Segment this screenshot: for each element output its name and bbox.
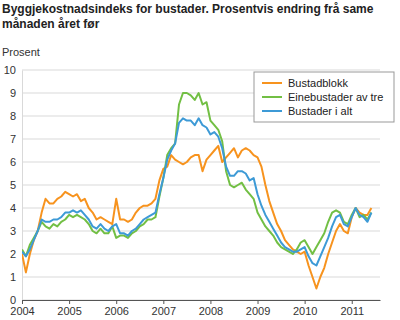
y-tick-label: 6 — [10, 156, 16, 168]
y-tick: 4 — [10, 202, 22, 214]
y-tick-label: 4 — [10, 202, 16, 214]
x-tick: 2005 — [57, 300, 81, 317]
legend-swatch — [262, 96, 282, 98]
y-axis: 012345678910 — [4, 64, 23, 306]
x-tick-label: 2006 — [104, 305, 128, 317]
x-tick: 2009 — [246, 300, 270, 317]
y-tick: 8 — [10, 110, 22, 122]
legend-swatch — [262, 82, 282, 84]
y-tick-label: 9 — [10, 87, 16, 99]
y-tick-label: 5 — [10, 179, 16, 191]
y-axis-title: Prosent — [2, 46, 40, 58]
x-tick-mark — [116, 300, 117, 304]
x-tick-mark — [258, 300, 259, 304]
series-line — [22, 118, 371, 265]
x-tick-mark — [22, 300, 23, 304]
grid-line — [22, 139, 380, 140]
y-tick: 5 — [10, 179, 22, 191]
x-tick-label: 2005 — [57, 305, 81, 317]
x-tick: 2006 — [104, 300, 128, 317]
grid-line — [22, 300, 380, 301]
x-tick-mark — [305, 300, 306, 304]
legend-box — [254, 72, 394, 122]
y-axis-line — [22, 71, 23, 301]
x-tick: 2004 — [10, 300, 34, 317]
chart: Byggjekostnadsindeks for bustader. Prose… — [0, 0, 400, 320]
legend-label: Bustader i alt — [288, 105, 352, 117]
y-tick: 9 — [10, 87, 22, 99]
legend: Bustadblokk Einebustader av tre Bustader i… — [254, 72, 394, 122]
y-tick-label: 1 — [10, 271, 16, 283]
x-tick-mark — [163, 300, 164, 304]
legend-label: Einebustader av tre — [288, 91, 383, 103]
x-tick: 2011 — [340, 300, 364, 317]
y-tick: 10 — [4, 64, 22, 76]
y-tick-label: 2 — [10, 248, 16, 260]
x-tick-label: 2011 — [340, 305, 364, 317]
title: Byggjekostnadsindeks for bustader. Prose… — [2, 2, 374, 31]
x-tick-mark — [69, 300, 70, 304]
x-axis-line — [23, 300, 381, 301]
legend-label: Bustadblokk — [288, 77, 348, 89]
y-tick: 7 — [10, 133, 22, 145]
grid — [22, 70, 380, 300]
grid-line — [22, 254, 380, 255]
grid-line — [22, 277, 380, 278]
y-tick-label: 10 — [4, 64, 16, 76]
x-tick: 2008 — [199, 300, 223, 317]
y-tick: 2 — [10, 248, 22, 260]
title-line: Byggjekostnadsindeks for bustader. Prose… — [2, 2, 374, 16]
y-tick-label: 3 — [10, 225, 16, 237]
y-tick: 1 — [10, 271, 22, 283]
x-tick-label: 2004 — [10, 305, 34, 317]
x-tick-label: 2009 — [246, 305, 270, 317]
x-tick: 2010 — [293, 300, 317, 317]
y-tick-label: 7 — [10, 133, 16, 145]
x-tick-label: 2007 — [152, 305, 176, 317]
y-tick: 6 — [10, 156, 22, 168]
grid-line — [22, 208, 380, 209]
x-tick-label: 2008 — [199, 305, 223, 317]
grid-line — [22, 231, 380, 232]
x-axis: 2004 2005 2006 2007 2008 2009 2010 2011 — [10, 300, 380, 317]
grid-line — [22, 185, 380, 186]
title-line: månaden året før — [2, 17, 100, 31]
y-tick: 3 — [10, 225, 22, 237]
x-tick-mark — [210, 300, 211, 304]
legend-swatch — [262, 110, 282, 112]
x-tick: 2007 — [152, 300, 176, 317]
grid-line — [22, 70, 380, 71]
x-tick-mark — [352, 300, 353, 304]
x-tick-label: 2010 — [293, 305, 317, 317]
y-tick-label: 8 — [10, 110, 16, 122]
